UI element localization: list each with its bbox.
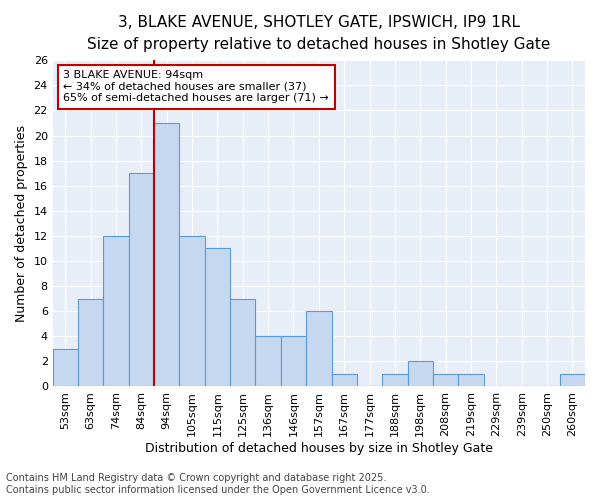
Bar: [230, 298, 256, 386]
Text: 3 BLAKE AVENUE: 94sqm
← 34% of detached houses are smaller (37)
65% of semi-deta: 3 BLAKE AVENUE: 94sqm ← 34% of detached …: [64, 70, 329, 103]
Bar: [560, 374, 585, 386]
Bar: [281, 336, 306, 386]
Bar: [332, 374, 357, 386]
Text: Contains HM Land Registry data © Crown copyright and database right 2025.
Contai: Contains HM Land Registry data © Crown c…: [6, 474, 430, 495]
Bar: [433, 374, 458, 386]
Bar: [179, 236, 205, 386]
Bar: [256, 336, 281, 386]
Bar: [154, 123, 179, 386]
X-axis label: Distribution of detached houses by size in Shotley Gate: Distribution of detached houses by size …: [145, 442, 493, 455]
Bar: [458, 374, 484, 386]
Bar: [53, 349, 78, 387]
Bar: [129, 173, 154, 386]
Bar: [382, 374, 407, 386]
Bar: [306, 311, 332, 386]
Bar: [205, 248, 230, 386]
Bar: [407, 362, 433, 386]
Bar: [103, 236, 129, 386]
Y-axis label: Number of detached properties: Number of detached properties: [15, 125, 28, 322]
Title: 3, BLAKE AVENUE, SHOTLEY GATE, IPSWICH, IP9 1RL
Size of property relative to det: 3, BLAKE AVENUE, SHOTLEY GATE, IPSWICH, …: [87, 15, 551, 52]
Bar: [78, 298, 103, 386]
